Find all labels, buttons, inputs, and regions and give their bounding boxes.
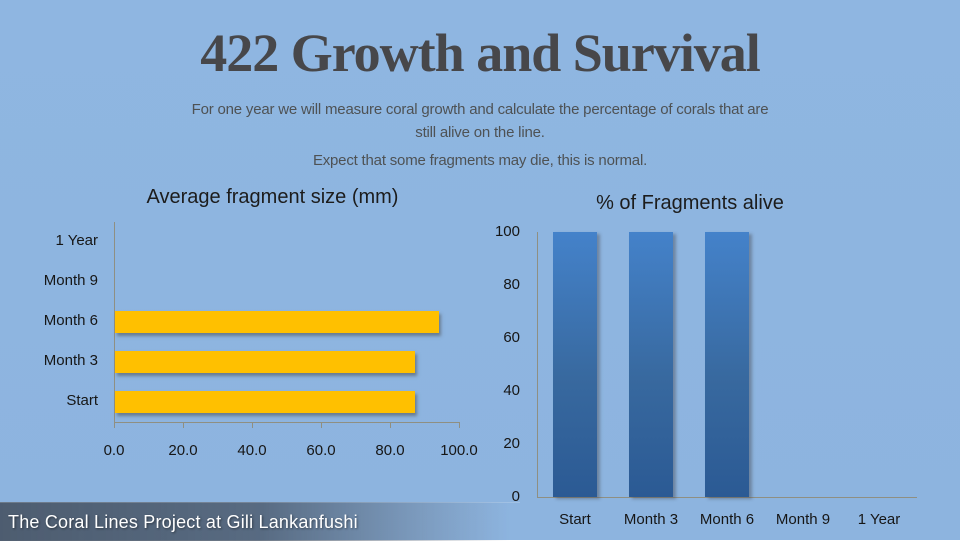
fragment-size-xaxis-tick bbox=[252, 422, 253, 428]
fragments-alive-plot: 0 20 40 60 80 100 Start Month 3 Month 6 Month 9 1 … bbox=[495, 223, 917, 528]
slide-title: 422 Growth and Survival bbox=[200, 23, 761, 83]
chart-fragments-alive: % of Fragments alive 0 20 40 60 80 100 Start Mo… bbox=[480, 190, 950, 535]
fragment-size-xaxis-label: 40.0 bbox=[237, 442, 267, 459]
fragment-size-xaxis-tick bbox=[459, 422, 460, 428]
fragment-size-category-label: Month 9 bbox=[43, 272, 98, 289]
fragment-size-yaxis-line bbox=[114, 222, 115, 422]
slide-subtitle: For one year we will measure coral growt… bbox=[0, 98, 960, 172]
fragment-size-bar bbox=[115, 351, 415, 373]
fragment-size-plot: Start Month 3 Month 6 Month 9 1 Year 0.0 20.0 4… bbox=[44, 222, 478, 459]
fragment-size-xaxis-label: 60.0 bbox=[306, 442, 336, 459]
fragments-alive-category-label: Month 3 bbox=[623, 511, 679, 528]
fragment-size-xaxis-tick bbox=[390, 422, 391, 428]
fragments-alive-category-label: Month 6 bbox=[699, 511, 755, 528]
fragment-size-bar bbox=[115, 311, 439, 333]
fragments-alive-yaxis-label: 60 bbox=[503, 329, 520, 346]
footer-text: The Coral Lines Project at Gili Lankanfu… bbox=[8, 511, 358, 532]
fragment-size-xaxis-label: 0.0 bbox=[103, 442, 125, 459]
fragments-alive-yaxis-label: 20 bbox=[503, 435, 520, 452]
fragments-alive-yaxis-label: 0 bbox=[511, 488, 520, 505]
fragments-alive-yaxis-label: 100 bbox=[494, 223, 520, 240]
chart-fragments-alive-title: % of Fragments alive bbox=[596, 192, 784, 214]
fragment-size-category-label: Month 6 bbox=[43, 312, 98, 329]
fragments-alive-category-label: Month 9 bbox=[775, 511, 831, 528]
subtitle-line-3: Expect that some fragments may die, this… bbox=[312, 152, 648, 169]
fragments-alive-bar bbox=[553, 232, 597, 497]
fragments-alive-category-label: 1 Year bbox=[857, 511, 901, 528]
fragments-alive-bar bbox=[705, 232, 749, 497]
fragment-size-category-label: 1 Year bbox=[55, 232, 98, 249]
fragment-size-xaxis-tick bbox=[183, 422, 184, 428]
fragments-alive-xaxis-line bbox=[537, 497, 917, 498]
fragments-alive-bar bbox=[629, 232, 673, 497]
subtitle-line-1: For one year we will measure coral growt… bbox=[191, 101, 769, 118]
fragment-size-xaxis-tick bbox=[114, 422, 115, 428]
fragment-size-xaxis-label: 100.0 bbox=[440, 442, 478, 459]
footer-band: The Coral Lines Project at Gili Lankanfu… bbox=[0, 502, 520, 541]
fragments-alive-category-label: Start bbox=[559, 511, 591, 528]
fragments-alive-yaxis-label: 80 bbox=[503, 276, 520, 293]
fragment-size-xaxis-line bbox=[114, 422, 459, 423]
fragments-alive-yaxis-label: 40 bbox=[503, 382, 520, 399]
subtitle-line-2: still alive on the line. bbox=[415, 124, 545, 141]
chart-fragment-size: Average fragment size (mm) Start Month 3 M… bbox=[20, 186, 480, 486]
fragment-size-xaxis-label: 20.0 bbox=[168, 442, 198, 459]
fragment-size-xaxis-label: 80.0 bbox=[375, 442, 405, 459]
fragments-alive-yaxis-line bbox=[537, 232, 538, 497]
fragment-size-bar bbox=[115, 391, 415, 413]
fragment-size-xaxis-tick bbox=[321, 422, 322, 428]
chart-fragment-size-title: Average fragment size (mm) bbox=[146, 186, 399, 208]
fragment-size-category-label: Month 3 bbox=[43, 352, 98, 369]
fragment-size-category-label: Start bbox=[66, 392, 98, 409]
